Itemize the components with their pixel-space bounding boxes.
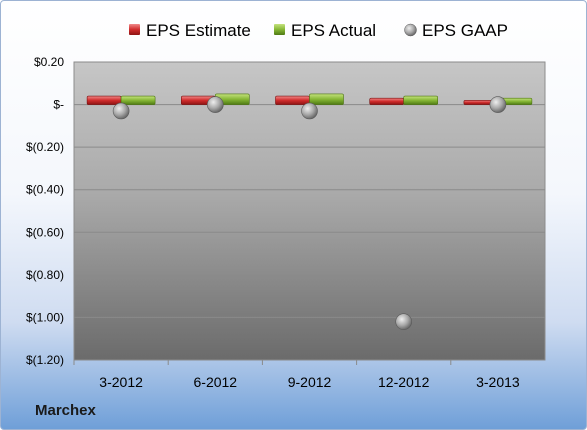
x-tick-label: 9-2012 <box>288 374 332 390</box>
eps-gaap-point <box>112 102 130 120</box>
x-tick-label: 3-2013 <box>476 374 520 390</box>
x-tick-label: 12-2012 <box>378 374 430 390</box>
eps-actual-bar <box>309 93 344 105</box>
legend-label: EPS Estimate <box>146 21 251 40</box>
y-tick-label: $0.20 <box>34 55 64 69</box>
eps-actual-bar <box>120 95 156 105</box>
eps-gaap-point <box>301 102 318 120</box>
y-tick-label: $(0.40) <box>26 183 64 197</box>
eps-gaap-point <box>395 313 413 330</box>
x-axis-labels: 3-2012 6-2012 9-2012 12-2012 3-2013 <box>73 360 520 390</box>
y-tick-label: $(1.20) <box>26 353 64 367</box>
eps-gaap-point <box>489 96 507 113</box>
eps-actual-bar <box>403 95 439 105</box>
legend-label: EPS GAAP <box>422 21 508 40</box>
legend-swatch <box>129 24 140 35</box>
company-label: Marchex <box>35 402 96 419</box>
bars <box>86 93 533 105</box>
y-tick-label: $(1.00) <box>26 310 64 324</box>
x-tick-label: 6-2012 <box>194 374 238 390</box>
x-tick-label: 3-2012 <box>99 374 143 390</box>
legend: EPS Estimate EPS Actual EPS GAAP <box>129 21 508 40</box>
legend-swatch <box>274 24 285 35</box>
y-tick-label: $(0.20) <box>26 140 64 154</box>
eps-estimate-bar <box>86 95 122 105</box>
eps-estimate-bar <box>275 95 310 105</box>
eps-estimate-bar <box>369 97 405 105</box>
gaap-points <box>112 96 507 330</box>
y-tick-label: $- <box>53 98 64 112</box>
y-tick-label: $(0.80) <box>26 268 64 282</box>
legend-label: EPS Actual <box>291 21 376 40</box>
y-tick-label: $(0.60) <box>26 225 64 239</box>
legend-swatch <box>404 23 417 37</box>
eps-gaap-point <box>207 96 224 113</box>
y-axis-labels: $0.20 $- $(0.20) $(0.40) $(0.60) $(0.80) $(1.0… <box>26 55 64 367</box>
